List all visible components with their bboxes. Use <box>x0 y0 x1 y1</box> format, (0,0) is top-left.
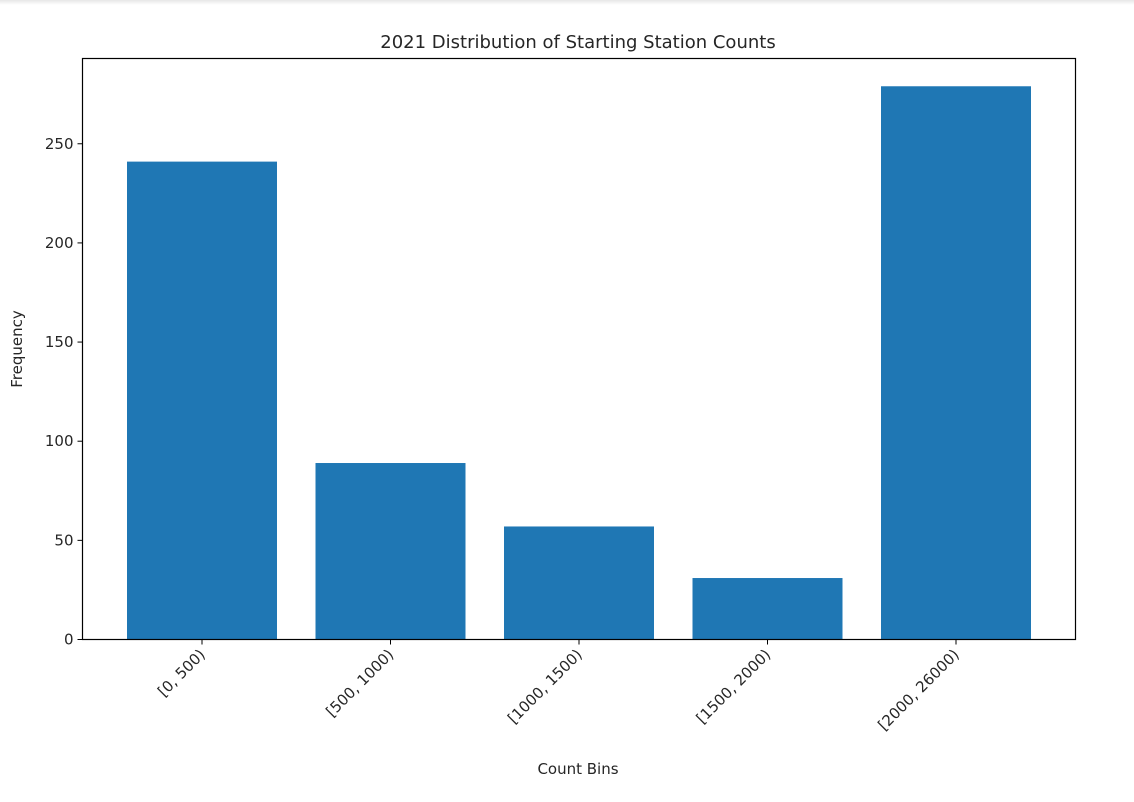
x-axis: [0, 500) [500, 1000) [1000, 1500) [1500, 20… <box>154 639 963 734</box>
x-tick-label: [0, 500) <box>154 646 209 701</box>
y-tick-label: 200 <box>45 234 74 252</box>
y-tick-label: 100 <box>45 432 74 450</box>
y-tick-label: 150 <box>45 333 74 351</box>
y-tick-label: 0 <box>64 631 74 649</box>
bar <box>315 463 466 640</box>
y-tick-label: 50 <box>54 531 73 549</box>
bar <box>504 526 654 640</box>
bar <box>692 578 843 640</box>
x-axis-label: Count Bins <box>537 760 618 778</box>
x-tick-label: [1000, 1500) <box>504 646 586 728</box>
bars-group <box>127 86 1031 640</box>
x-tick-label: [500, 1000) <box>322 646 397 721</box>
top-border <box>0 0 1134 5</box>
bar <box>881 86 1031 640</box>
x-tick-label: [2000, 26000) <box>874 646 962 734</box>
y-tick-label: 250 <box>45 135 74 153</box>
bar <box>127 161 277 640</box>
chart-title: 2021 Distribution of Starting Station Co… <box>380 32 775 53</box>
plot-frame <box>81 57 1077 641</box>
x-tick-label: [1500, 2000) <box>693 646 775 728</box>
y-axis: 0 50 100 150 200 250 <box>45 135 83 649</box>
y-axis-label: Frequency <box>8 310 26 388</box>
